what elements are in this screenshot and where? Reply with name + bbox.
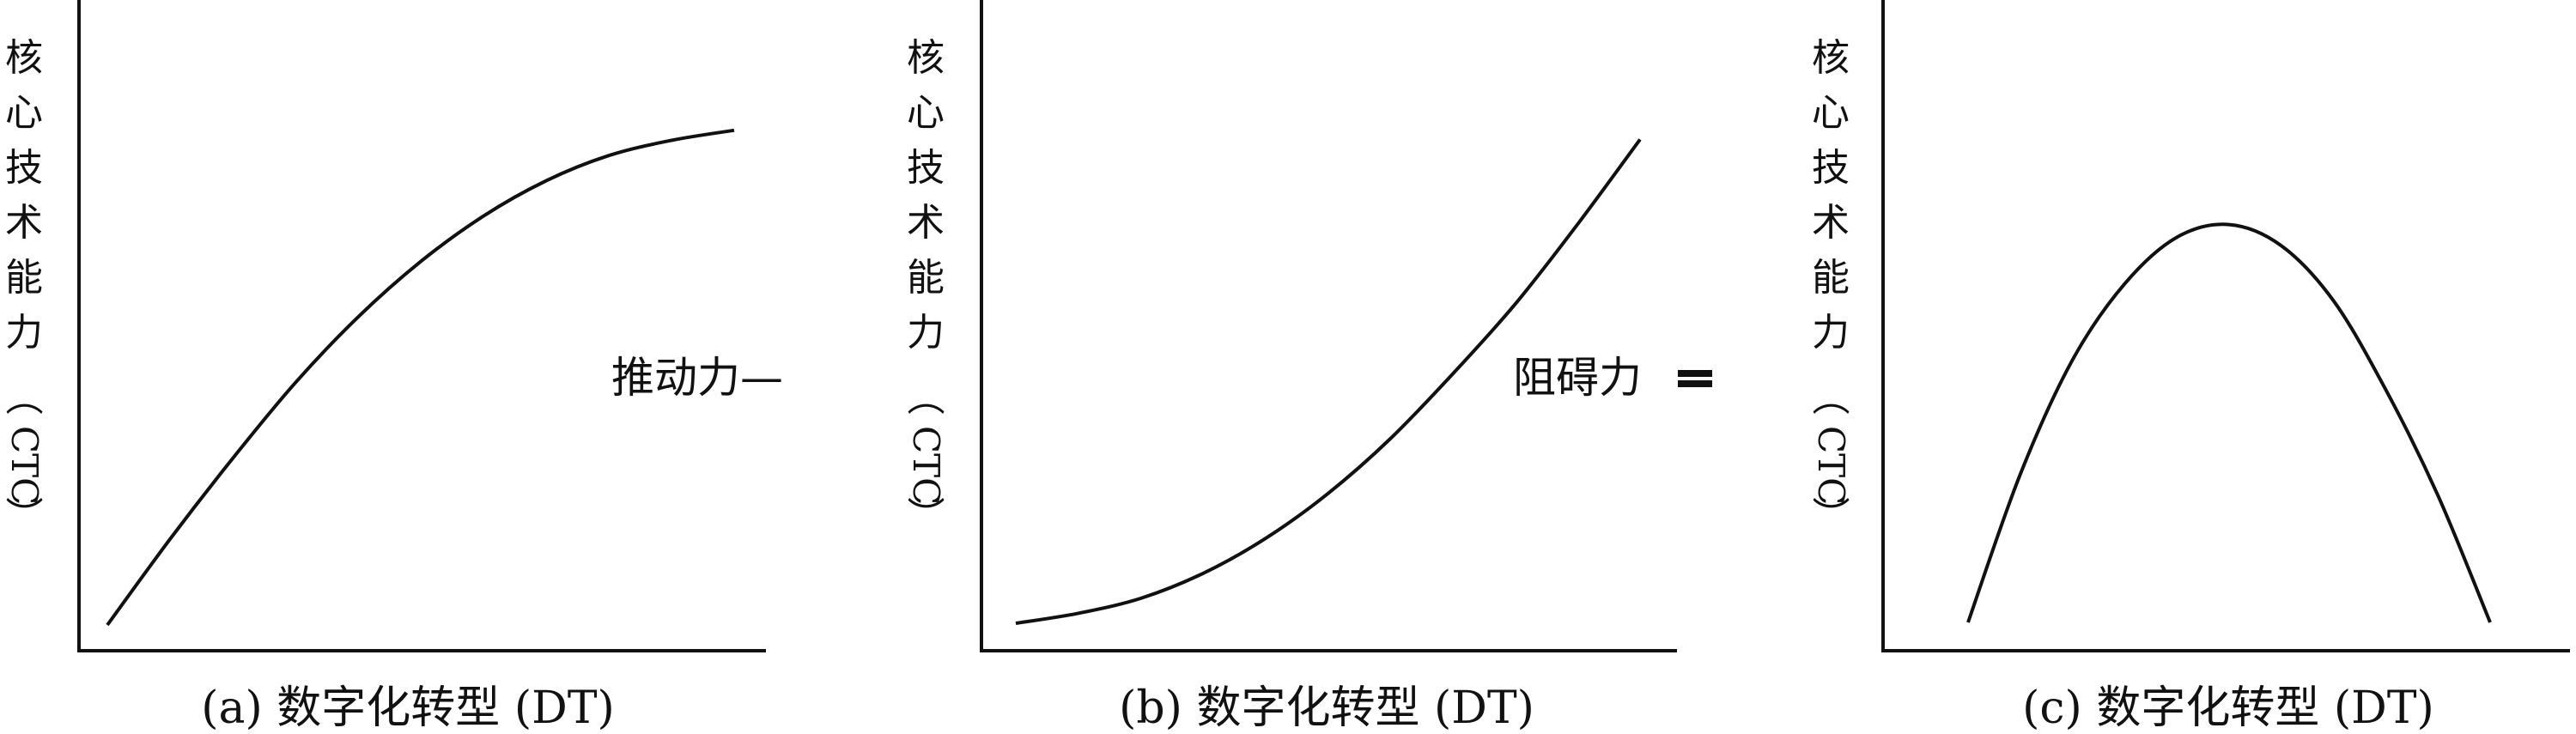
panel-b-legend-swatch-top	[1678, 370, 1712, 377]
panel-b-caption: (b) 数字化转型 (DT)	[1119, 682, 1534, 734]
ylabel-char: 能	[5, 256, 43, 300]
ylabel-char: 技	[907, 146, 945, 190]
ylabel-open-paren: （	[1807, 378, 1851, 416]
ylabel-char: 核	[907, 36, 945, 80]
ylabel-char: 技	[1812, 146, 1850, 190]
ylabel-close-paren: ）	[902, 496, 946, 534]
ylabel-close-paren: ）	[1, 496, 45, 534]
ylabel-open-paren: （	[902, 378, 946, 416]
ylabel-ctc: CTC	[905, 426, 947, 505]
panel-b-legend-swatch-bottom	[1678, 380, 1712, 387]
ylabel-char: 心	[5, 91, 43, 135]
ylabel-ctc: CTC	[1810, 426, 1852, 505]
ylabel-char: 核	[5, 36, 43, 80]
ylabel-char: 术	[5, 201, 43, 245]
ylabel-char: 心	[907, 91, 945, 135]
panel-a-caption: (a) 数字化转型 (DT)	[201, 682, 615, 734]
panel-c-caption: (c) 数字化转型 (DT)	[2022, 682, 2434, 734]
ylabel-char: 能	[1812, 256, 1850, 300]
ylabel-char: 术	[1812, 201, 1850, 245]
ylabel-char: 能	[907, 256, 945, 300]
panel-b-curve	[1015, 138, 1642, 625]
ylabel-ctc: CTC	[3, 426, 46, 505]
ylabel-char: 力	[907, 311, 945, 355]
ylabel-char: 术	[907, 201, 945, 245]
ylabel-char: 技	[5, 146, 43, 190]
ylabel-char: 力	[1812, 311, 1850, 355]
panel-a-legend: 推动力—	[611, 353, 783, 403]
ylabel-char: 核	[1812, 36, 1850, 80]
panel-b-legend: 阻碍力	[1513, 353, 1642, 403]
panel-a-curve	[106, 128, 735, 627]
panel-c-curve	[1966, 222, 2492, 623]
ylabel-char: 力	[5, 311, 43, 355]
ylabel-close-paren: ）	[1807, 496, 1851, 534]
ylabel-open-paren: （	[1, 378, 45, 416]
ylabel-char: 心	[1812, 91, 1850, 135]
